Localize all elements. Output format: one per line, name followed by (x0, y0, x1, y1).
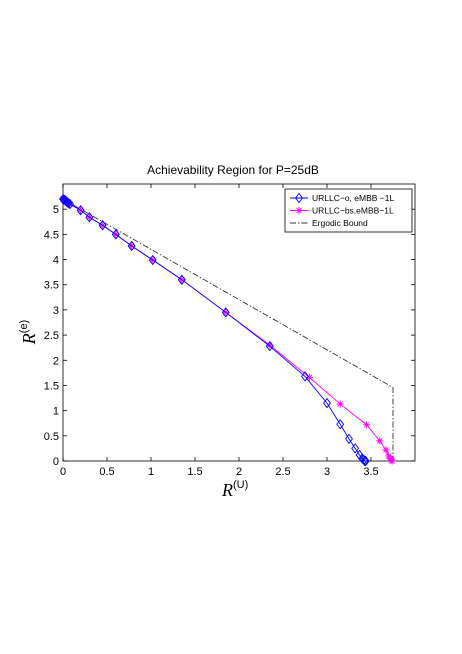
x-tick-label: 2 (236, 466, 242, 478)
diamond-marker (265, 340, 274, 352)
asterisk-marker (376, 437, 384, 445)
legend: URLLC−o, eMBB −1L URLLC−bs,eMBB−1L Ergodic… (284, 188, 413, 233)
y-tick-label: 0 (53, 456, 59, 468)
y-tick-label: 1 (53, 406, 59, 418)
axes: 0 0.5 1 1.5 2 2.5 3 3.5 0 0.5 1 1.5 2 2.5 3 3.5 4 4.5 5 (44, 183, 416, 478)
x-tick-label: 2.5 (275, 466, 290, 478)
y-tick-label: 2.5 (44, 330, 59, 342)
asterisk-stroke (376, 438, 383, 444)
diamond-marker (360, 455, 369, 467)
diamond-marker (351, 443, 360, 454)
plot-series (59, 193, 396, 467)
asterisk-marker (336, 400, 344, 408)
diamond-marker (221, 307, 230, 318)
legend-marker (295, 206, 303, 215)
asterisk-stroke (385, 453, 392, 459)
diamond-marker (64, 197, 73, 209)
y-axis-label-main: R (19, 333, 39, 345)
diamond-marker (177, 274, 186, 285)
legend-label: URLLC−bs,eMBB−1L (312, 206, 394, 216)
x-tick-label: 1 (148, 466, 154, 478)
y-tick-label: 2 (53, 355, 59, 367)
diamond-marker (98, 220, 107, 231)
y-tick-label: 1.5 (44, 380, 59, 392)
asterisk-stroke (296, 207, 302, 214)
y-tick-label: 4.5 (44, 229, 59, 241)
diamond-marker (85, 211, 94, 223)
x-axis-label-sup: (U) (233, 479, 248, 491)
asterisk-marker (388, 457, 396, 465)
y-tick-label: 5 (53, 204, 59, 216)
asterisk-stroke (337, 401, 344, 407)
asterisk-stroke (383, 447, 389, 453)
x-tick-label: 0.5 (99, 466, 114, 478)
legend-label: URLLC−o, eMBB −1L (312, 193, 394, 203)
y-tick-label: 0.5 (44, 431, 59, 443)
x-tick-label: 3.5 (363, 466, 378, 478)
y-tick-label: 3 (53, 305, 59, 317)
y-axis-label-sup: (e) (18, 320, 30, 333)
diamond-marker (148, 254, 157, 266)
legend-label: Ergodic Bound (312, 218, 368, 228)
asterisk-stroke (363, 421, 370, 428)
chart-title: Achievability Region for P=25dB (147, 163, 319, 177)
diamond-marker (336, 418, 345, 430)
asterisk-stroke (389, 458, 395, 464)
x-axis-label-main: R (221, 480, 233, 500)
y-tick-label: 3.5 (44, 280, 59, 292)
asterisk-marker (363, 421, 371, 429)
y-axis-label: R(e) (18, 320, 39, 345)
x-tick-label: 0 (60, 466, 66, 478)
diamond-marker (111, 229, 120, 240)
legend-marker (295, 192, 303, 204)
diamond-marker (76, 204, 85, 216)
asterisk-marker (382, 446, 390, 454)
diamond-marker (361, 455, 370, 467)
diamond-marker (127, 240, 136, 252)
series-line (62, 198, 394, 461)
x-axis-label: R(U) (221, 479, 248, 500)
diamond-marker (66, 198, 74, 210)
diamond-marker (345, 433, 353, 445)
diamond-marker (323, 397, 331, 409)
x-tick-label: 1.5 (187, 466, 202, 478)
diamond-marker (301, 371, 309, 382)
y-tick-label: 4 (53, 255, 59, 267)
y-axis-label-group: R(e) (18, 320, 39, 345)
x-tick-label: 3 (324, 466, 330, 478)
